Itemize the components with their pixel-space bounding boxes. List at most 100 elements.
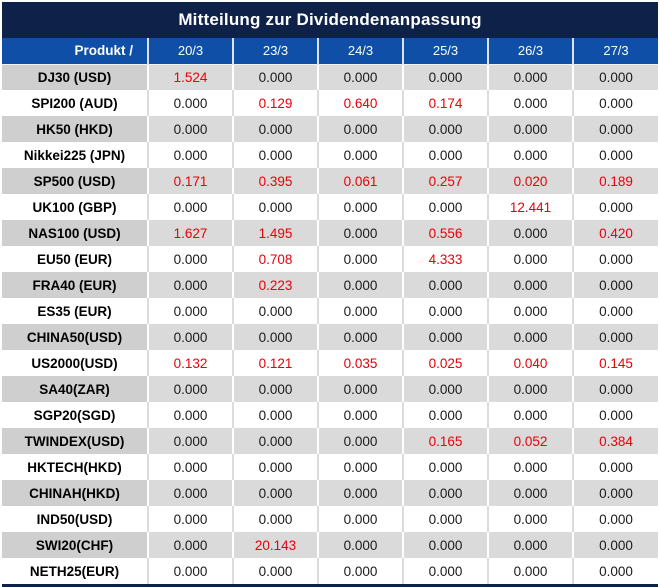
- value-cell: 0.000: [572, 558, 658, 584]
- value-cell: 0.000: [147, 194, 233, 220]
- value-cell: 0.171: [147, 168, 233, 194]
- value-cell: 0.000: [147, 90, 233, 116]
- value-cell: 0.000: [487, 558, 573, 584]
- table-row: Nikkei225 (JPN) 0.000 0.000 0.000 0.000 0.000…: [2, 142, 658, 168]
- value-cell: 20.143: [232, 532, 318, 558]
- table-row: SP500 (USD) 0.171 0.395 0.061 0.257 0.020 0.18…: [2, 168, 658, 194]
- product-cell: UK100 (GBP): [2, 194, 148, 220]
- value-cell: 0.000: [317, 558, 403, 584]
- product-cell: HKTECH(HKD): [2, 454, 148, 480]
- value-cell: 0.132: [147, 350, 233, 376]
- value-cell: 0.000: [317, 480, 403, 506]
- value-cell: 0.420: [572, 220, 658, 246]
- value-cell: 0.020: [487, 168, 573, 194]
- date-column-header: 23/3: [232, 38, 318, 65]
- product-column-header: Produkt /: [2, 38, 148, 65]
- value-cell: 0.000: [147, 376, 233, 402]
- value-cell: 0.000: [402, 194, 488, 220]
- value-cell: 0.000: [147, 506, 233, 532]
- value-cell: 0.000: [147, 480, 233, 506]
- table-row: CHINAH(HKD) 0.000 0.000 0.000 0.000 0.000 0.00…: [2, 480, 658, 506]
- date-column-header: 20/3: [147, 38, 233, 65]
- value-cell: 0.000: [147, 532, 233, 558]
- product-cell: SA40(ZAR): [2, 376, 148, 402]
- product-cell: TWINDEX(USD): [2, 428, 148, 454]
- value-cell: 0.000: [402, 558, 488, 584]
- value-cell: 0.000: [147, 298, 233, 324]
- value-cell: 0.000: [232, 558, 318, 584]
- value-cell: 0.000: [402, 376, 488, 402]
- value-cell: 0.000: [147, 428, 233, 454]
- value-cell: 0.000: [232, 454, 318, 480]
- value-cell: 0.000: [317, 220, 403, 246]
- table-row: SWI20(CHF) 0.000 20.143 0.000 0.000 0.000 0.00…: [2, 532, 658, 558]
- value-cell: 0.000: [487, 220, 573, 246]
- product-cell: CHINAH(HKD): [2, 480, 148, 506]
- value-cell: 0.061: [317, 168, 403, 194]
- value-cell: 0.000: [487, 272, 573, 298]
- value-cell: 0.000: [147, 116, 233, 142]
- product-cell: US2000(USD): [2, 350, 148, 376]
- value-cell: 0.223: [232, 272, 318, 298]
- value-cell: 0.000: [317, 246, 403, 272]
- value-cell: 0.000: [487, 90, 573, 116]
- value-cell: 0.000: [232, 376, 318, 402]
- value-cell: 0.000: [402, 116, 488, 142]
- value-cell: 0.000: [487, 454, 573, 480]
- value-cell: 0.000: [317, 272, 403, 298]
- value-cell: 0.000: [232, 64, 318, 90]
- value-cell: 0.189: [572, 168, 658, 194]
- value-cell: 0.052: [487, 428, 573, 454]
- value-cell: 0.000: [487, 532, 573, 558]
- value-cell: 0.165: [402, 428, 488, 454]
- value-cell: 0.000: [572, 116, 658, 142]
- value-cell: 0.000: [317, 324, 403, 350]
- value-cell: 0.000: [317, 532, 403, 558]
- table-row: UK100 (GBP) 0.000 0.000 0.000 0.000 12.441 0.0…: [2, 194, 658, 220]
- value-cell: 0.000: [317, 376, 403, 402]
- table-row: SPI200 (AUD) 0.000 0.129 0.640 0.174 0.000 0.0…: [2, 90, 658, 116]
- product-cell: Nikkei225 (JPN): [2, 142, 148, 168]
- value-cell: 0.000: [487, 324, 573, 350]
- table-row: FRA40 (EUR) 0.000 0.223 0.000 0.000 0.000 0.00…: [2, 272, 658, 298]
- value-cell: 0.000: [402, 480, 488, 506]
- table-row: SA40(ZAR) 0.000 0.000 0.000 0.000 0.000 0.000: [2, 376, 658, 402]
- product-cell: NETH25(EUR): [2, 558, 148, 584]
- value-cell: 0.000: [487, 142, 573, 168]
- value-cell: 0.121: [232, 350, 318, 376]
- product-cell: DJ30 (USD): [2, 64, 148, 90]
- value-cell: 0.000: [487, 298, 573, 324]
- value-cell: 0.000: [402, 454, 488, 480]
- value-cell: 0.000: [232, 298, 318, 324]
- value-cell: 0.000: [317, 506, 403, 532]
- value-cell: 0.000: [232, 428, 318, 454]
- product-cell: EU50 (EUR): [2, 246, 148, 272]
- value-cell: 0.640: [317, 90, 403, 116]
- product-cell: SGP20(SGD): [2, 402, 148, 428]
- value-cell: 0.025: [402, 350, 488, 376]
- value-cell: 0.000: [487, 116, 573, 142]
- table-row: DJ30 (USD) 1.524 0.000 0.000 0.000 0.000 0.000: [2, 64, 658, 90]
- bottom-accent-bar: [2, 584, 658, 587]
- value-cell: 0.000: [572, 194, 658, 220]
- value-cell: 4.333: [402, 246, 488, 272]
- table-row: NETH25(EUR) 0.000 0.000 0.000 0.000 0.000 0.00…: [2, 558, 658, 584]
- header-row: Produkt / 20/3 23/3 24/3 25/3 26/3 27/3: [2, 38, 658, 65]
- value-cell: 0.000: [147, 142, 233, 168]
- value-cell: 0.000: [147, 324, 233, 350]
- table-row: EU50 (EUR) 0.000 0.708 0.000 4.333 0.000 0.000: [2, 246, 658, 272]
- product-cell: SPI200 (AUD): [2, 90, 148, 116]
- value-cell: 0.040: [487, 350, 573, 376]
- value-cell: 0.000: [487, 480, 573, 506]
- value-cell: 1.524: [147, 64, 233, 90]
- table-row: TWINDEX(USD) 0.000 0.000 0.000 0.165 0.052 0.3…: [2, 428, 658, 454]
- value-cell: 0.384: [572, 428, 658, 454]
- value-cell: 0.556: [402, 220, 488, 246]
- value-cell: 0.145: [572, 350, 658, 376]
- product-cell: ES35 (EUR): [2, 298, 148, 324]
- date-column-header: 24/3: [317, 38, 403, 65]
- value-cell: 0.708: [232, 246, 318, 272]
- table-row: CHINA50(USD) 0.000 0.000 0.000 0.000 0.000 0.0…: [2, 324, 658, 350]
- value-cell: 0.129: [232, 90, 318, 116]
